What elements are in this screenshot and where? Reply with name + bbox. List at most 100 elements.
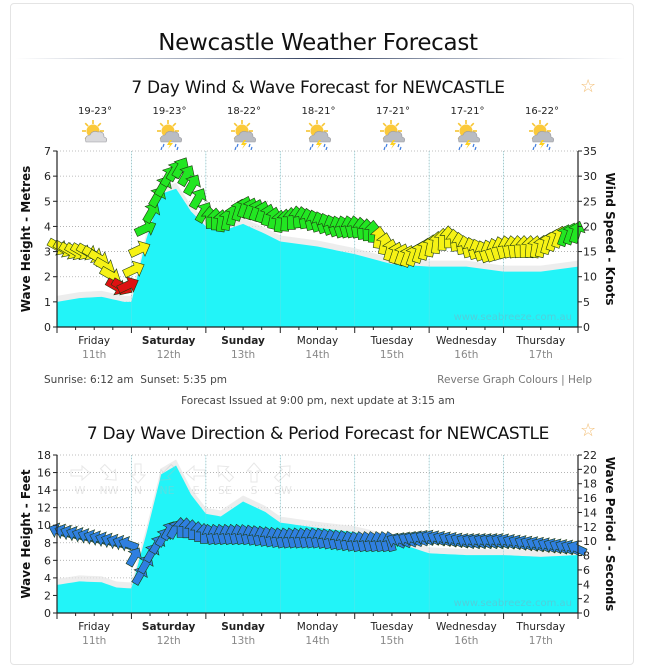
legend-direction-label: E	[193, 484, 200, 497]
day-name: Thursday	[515, 621, 565, 633]
help-link[interactable]: Help	[568, 374, 592, 386]
rain-drop	[457, 146, 461, 150]
right-tick-label: 2	[583, 593, 590, 606]
partly-cloudy-icon	[82, 120, 107, 143]
arrow-shape	[122, 260, 145, 278]
sun-ray	[84, 122, 89, 127]
left-tick-label: 7	[44, 145, 51, 158]
direction-legend-ne: NE	[159, 463, 177, 497]
legend-direction-label: W	[75, 484, 86, 497]
direction-legend-s: S	[245, 462, 263, 497]
wind-direction-arrow	[183, 174, 201, 197]
wind-direction-arrow	[122, 260, 145, 278]
day-name: Monday	[297, 621, 338, 633]
day-name: Sunday	[221, 621, 265, 633]
wind-chart-favorite-star-icon[interactable]: ☆	[580, 76, 597, 97]
legend-arrow-shape	[70, 464, 91, 482]
wave-chart-favorite-star-icon[interactable]: ☆	[580, 420, 597, 441]
reverse-graph-colours-link[interactable]: Reverse Graph Colours	[437, 374, 558, 386]
arrow-shape	[116, 276, 139, 294]
rain-drop	[383, 146, 386, 150]
legend-arrow-shape	[159, 463, 177, 481]
right-tick-label: 12	[583, 521, 597, 534]
rain-drop	[161, 143, 165, 148]
rain-drop	[459, 143, 463, 148]
rain-drop	[310, 143, 314, 148]
left-tick-label: 1	[44, 296, 51, 309]
day-name: Friday	[78, 335, 110, 347]
direction-legend-sw: SW	[273, 465, 292, 497]
sun-times: Sunrise: 6:12 am Sunset: 5:35 pm	[44, 374, 227, 386]
lightning	[315, 140, 322, 149]
day-temp-range: 18-22°	[226, 106, 262, 117]
right-axis-label: Wave Period - Seconds	[603, 457, 617, 612]
lightning	[390, 140, 396, 149]
right-tick-label: 6	[583, 564, 590, 577]
lightning	[539, 140, 545, 149]
left-tick-label: 0	[44, 321, 51, 334]
wave-direction-arrow	[567, 540, 588, 557]
day-name: Thursday	[515, 335, 565, 347]
rain-drop	[248, 143, 251, 148]
right-tick-label: 20	[583, 220, 597, 233]
legend-direction-label: SW	[274, 484, 292, 497]
day-date: 13th	[231, 635, 255, 647]
storm-sun-icon	[380, 120, 405, 150]
arrow-shape	[567, 540, 588, 557]
left-tick-label: 2	[44, 589, 51, 602]
right-tick-label: 30	[583, 170, 597, 183]
rain-drop	[250, 146, 253, 150]
legend-direction-label: SE	[218, 484, 232, 497]
right-tick-label: 18	[583, 478, 597, 491]
right-tick-label: 10	[583, 535, 597, 548]
rain-drop	[234, 146, 237, 150]
wind-direction-arrow	[116, 276, 139, 294]
day-date: 12th	[157, 349, 181, 360]
wind-direction-arrow	[133, 219, 157, 237]
legend-arrow-shape	[99, 463, 117, 481]
day-date: 16th	[454, 635, 478, 647]
day-temp-range: 18-21°	[301, 106, 336, 117]
right-tick-label: 20	[583, 463, 597, 476]
sun-ray	[233, 122, 238, 127]
page-title: Newcastle Weather Forecast	[158, 30, 478, 56]
left-tick-label: 8	[44, 537, 51, 550]
direction-legend-se: SE	[217, 465, 235, 497]
left-axis-label: Wave Height - Metres	[19, 166, 33, 313]
left-tick-label: 18	[37, 449, 51, 462]
wind-wave-chart: www.seabreeze.com.au 0 1 2 3 4 5 6 7 0 5 10 15 20 25 30…	[19, 145, 617, 360]
cloud	[383, 131, 405, 143]
wind-direction-arrow	[177, 165, 196, 188]
wave-direction-arrow	[125, 547, 142, 568]
wind-direction-arrow	[188, 188, 207, 211]
direction-legend-n: N	[129, 463, 147, 497]
sun-ray	[382, 122, 387, 127]
wave-direction-period-chart: www.seabreeze.com.au02468101214161802468…	[19, 449, 617, 647]
right-tick-label: 0	[583, 321, 590, 334]
lightning	[464, 140, 471, 149]
left-axis-label: Wave Height - Feet	[19, 469, 33, 599]
left-tick-label: 3	[44, 246, 51, 259]
storm-sun-icon	[156, 120, 182, 150]
day-temp-range: 17-21°	[375, 106, 411, 117]
right-tick-label: 16	[583, 492, 597, 505]
rain-drop	[399, 146, 402, 150]
watermark: www.seabreeze.com.au	[454, 598, 572, 609]
day-date: 11th	[82, 635, 106, 647]
rain-drop	[173, 143, 177, 148]
cloud	[457, 131, 480, 143]
cloud	[532, 131, 554, 143]
legend-arrow-icon	[273, 465, 291, 483]
left-tick-label: 0	[44, 607, 51, 620]
legend-arrow-icon	[217, 465, 235, 483]
cloud	[234, 131, 256, 143]
day-date: 16th	[454, 349, 478, 360]
arrow-shape	[118, 535, 140, 552]
day-date: 13th	[231, 349, 255, 360]
legend-arrow-icon	[129, 463, 147, 484]
legend-arrow-shape	[273, 465, 291, 483]
day-date: 11th	[82, 349, 106, 360]
day-name: Monday	[297, 335, 338, 347]
legend-arrow-shape	[245, 462, 263, 483]
sun-ray	[531, 122, 536, 127]
